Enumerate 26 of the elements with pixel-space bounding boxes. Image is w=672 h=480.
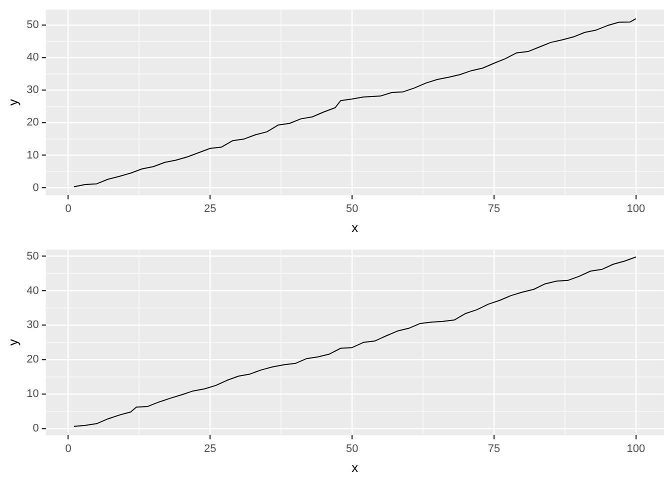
x-tick-label: 100 [626, 442, 646, 455]
y-tick-label: 20 [26, 354, 39, 366]
y-tick-label: 40 [26, 284, 39, 297]
y-tick-label: 20 [26, 116, 39, 129]
x-tick-label: 25 [204, 442, 216, 455]
y-tick-label: 40 [26, 52, 39, 64]
x-tick-label: 0 [65, 202, 72, 215]
x-tick-label: 0 [65, 442, 72, 455]
x-tick-label: 25 [204, 202, 216, 215]
x-tick-label: 75 [488, 442, 500, 455]
x-tick-label: 50 [346, 202, 358, 215]
y-tick-label: 50 [26, 250, 39, 262]
y-tick-label: 30 [26, 319, 39, 332]
x-tick-label: 50 [346, 442, 358, 455]
x-axis-title: x [352, 220, 359, 235]
y-tick-label: 30 [26, 84, 39, 96]
y-tick-label: 50 [26, 19, 39, 32]
y-tick-label: 10 [26, 388, 39, 400]
y-tick-label: 0 [32, 182, 39, 194]
x-tick-label: 75 [488, 202, 500, 215]
y-tick-label: 10 [26, 149, 39, 162]
y-axis-title: y [5, 98, 20, 106]
x-tick-label: 100 [626, 202, 646, 215]
x-axis-title: x [352, 460, 359, 475]
y-axis-title: y [5, 338, 20, 346]
y-tick-label: 0 [32, 422, 39, 435]
